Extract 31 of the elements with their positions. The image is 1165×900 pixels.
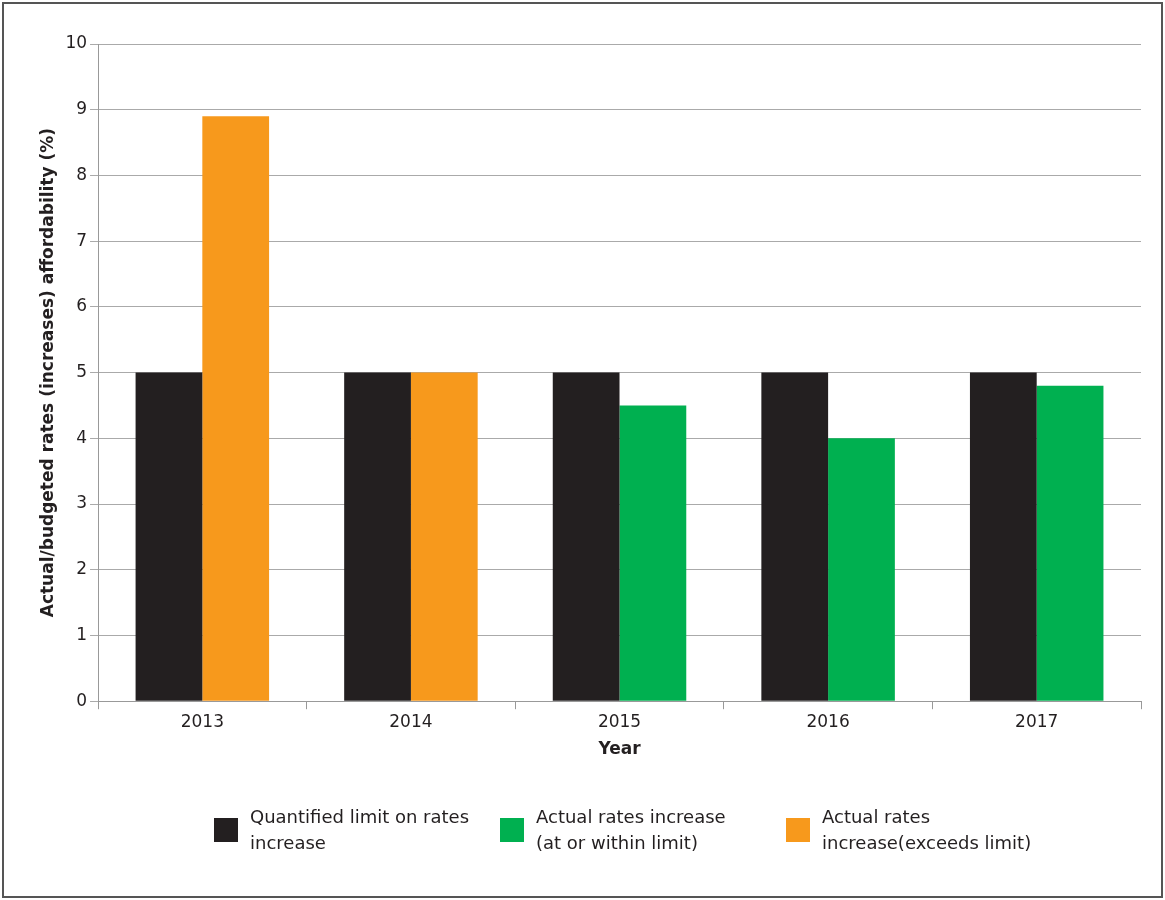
bar <box>761 372 829 701</box>
x-tick-label: 2016 <box>806 710 850 731</box>
x-axis-title: Year <box>597 738 642 759</box>
bar <box>202 116 270 701</box>
y-tick-label: 1 <box>76 623 88 644</box>
x-tick-label: 2017 <box>1015 710 1059 731</box>
legend-label: Actual rates increase(exceeds limit) <box>822 805 1033 855</box>
bar <box>969 372 1037 701</box>
legend-label: Actual rates increase (at or within limit) <box>536 805 727 855</box>
bar <box>135 372 203 701</box>
bar <box>619 405 687 701</box>
y-tick-label: 10 <box>65 32 88 53</box>
bar <box>552 372 620 701</box>
y-tick-label: 4 <box>76 426 88 447</box>
y-tick-label: 8 <box>76 163 88 184</box>
y-tick-label: 0 <box>76 689 88 710</box>
y-tick-label: 9 <box>76 98 88 119</box>
x-tick-label: 2015 <box>597 710 642 731</box>
bar <box>344 372 411 701</box>
y-tick-label: 6 <box>76 295 88 316</box>
y-axis-title: Actual/budgeted rates (increases) affordability (%) <box>36 127 57 618</box>
legend-label: Quantified limit on rates increase <box>250 805 470 855</box>
y-tick-label: 2 <box>76 558 88 579</box>
bar <box>1036 385 1104 701</box>
bar <box>410 372 478 701</box>
y-tick-label: 7 <box>76 229 88 250</box>
x-tick-label: 2014 <box>389 710 433 731</box>
y-tick-label: 3 <box>76 492 88 513</box>
bar <box>828 438 895 701</box>
y-tick-label: 5 <box>76 361 88 382</box>
x-tick-label: 2013 <box>180 710 224 731</box>
